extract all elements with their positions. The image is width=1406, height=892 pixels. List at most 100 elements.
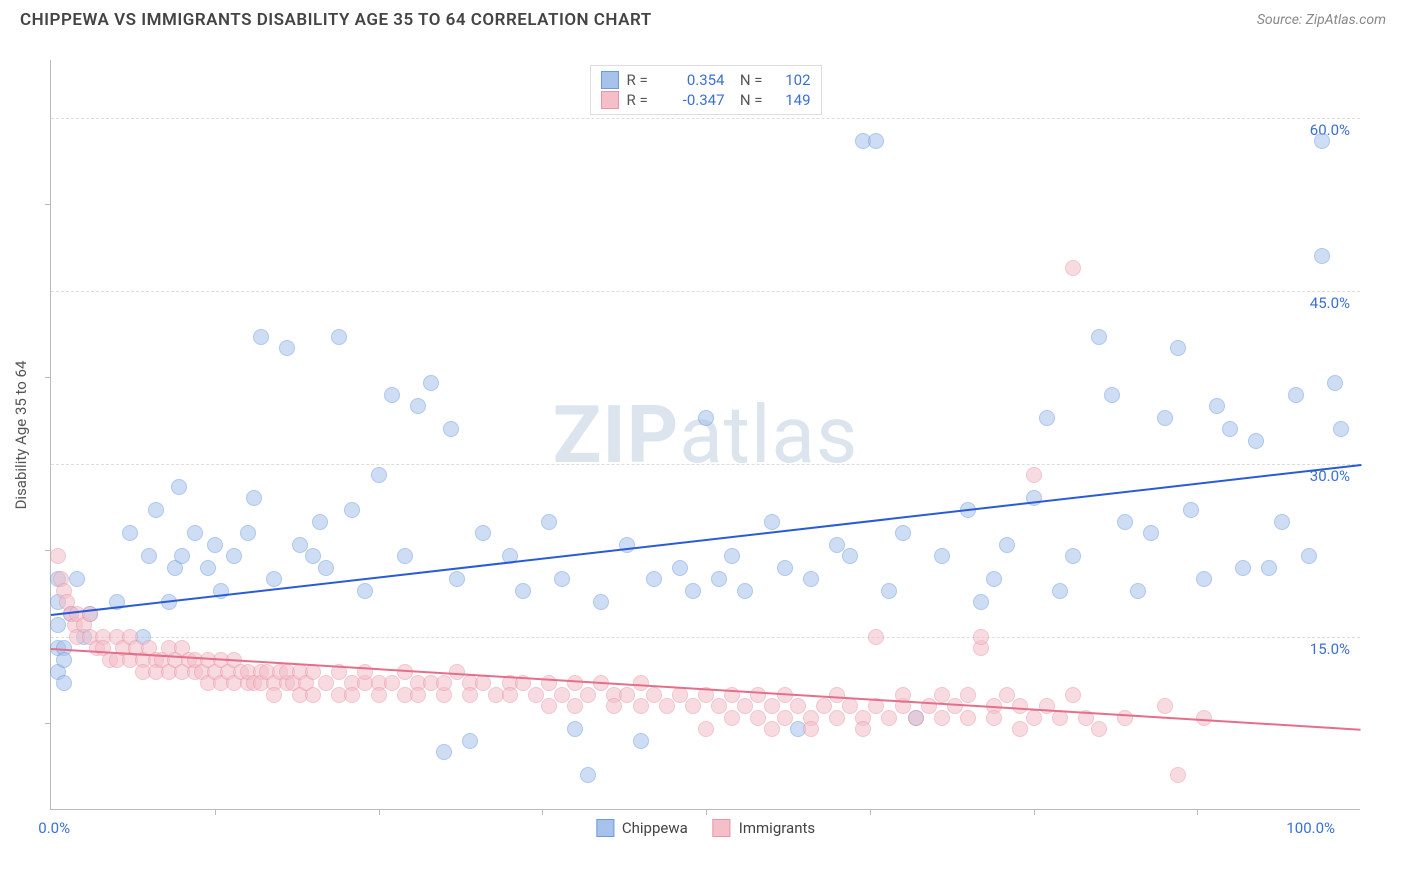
data-point-immigrants (1091, 721, 1107, 737)
data-point-chippewa (1333, 421, 1349, 437)
legend-item-immigrants: Immigrants (713, 819, 815, 837)
data-point-chippewa (685, 583, 701, 599)
data-point-immigrants (1170, 767, 1186, 783)
gridline (51, 637, 1360, 638)
data-point-immigrants (960, 687, 976, 703)
data-point-immigrants (1012, 721, 1028, 737)
data-point-chippewa (777, 560, 793, 576)
data-point-immigrants (371, 687, 387, 703)
x-axis-max-label: 100.0% (1286, 819, 1335, 837)
data-point-chippewa (279, 340, 295, 356)
data-point-chippewa (462, 733, 478, 749)
legend-label-immigrants: Immigrants (739, 819, 815, 837)
data-point-chippewa (305, 548, 321, 564)
data-point-chippewa (554, 571, 570, 587)
data-point-immigrants (829, 710, 845, 726)
data-point-immigrants (646, 687, 662, 703)
r-value-immigrants: -0.347 (665, 91, 725, 109)
data-point-chippewa (737, 583, 753, 599)
data-point-chippewa (881, 583, 897, 599)
y-tick-mark (45, 723, 51, 724)
legend-label-chippewa: Chippewa (622, 819, 688, 837)
watermark: ZIPatlas (553, 388, 858, 482)
data-point-immigrants (1012, 698, 1028, 714)
source-prefix: Source: (1257, 12, 1306, 28)
data-point-chippewa (56, 675, 72, 691)
data-point-immigrants (764, 698, 780, 714)
data-point-chippewa (1170, 340, 1186, 356)
correlation-stats-box: R = 0.354 N = 102 R = -0.347 N = 149 (590, 65, 822, 115)
data-point-immigrants (711, 698, 727, 714)
data-point-chippewa (1235, 560, 1251, 576)
y-tick-label: 45.0% (1310, 294, 1350, 312)
data-point-immigrants (606, 698, 622, 714)
data-point-chippewa (1039, 410, 1055, 426)
data-point-chippewa (357, 583, 373, 599)
data-point-chippewa (1248, 433, 1264, 449)
data-point-immigrants (803, 721, 819, 737)
data-point-chippewa (69, 571, 85, 587)
data-point-chippewa (384, 387, 400, 403)
stats-row-immigrants: R = -0.347 N = 149 (601, 90, 811, 110)
x-tick-mark (379, 809, 380, 815)
data-point-immigrants (1026, 467, 1042, 483)
data-point-chippewa (141, 548, 157, 564)
data-point-immigrants (462, 687, 478, 703)
data-point-immigrants (659, 698, 675, 714)
data-point-chippewa (580, 767, 596, 783)
data-point-chippewa (443, 421, 459, 437)
data-point-chippewa (1222, 421, 1238, 437)
data-point-chippewa (999, 537, 1015, 553)
data-point-chippewa (410, 398, 426, 414)
data-point-chippewa (986, 571, 1002, 587)
r-label: R = (627, 91, 657, 109)
legend-swatch-immigrants (713, 819, 731, 837)
data-point-immigrants (921, 698, 937, 714)
gridline (51, 118, 1360, 119)
gridline (51, 464, 1360, 465)
data-point-chippewa (312, 514, 328, 530)
data-point-immigrants (881, 710, 897, 726)
data-point-immigrants (541, 698, 557, 714)
x-tick-mark (706, 809, 707, 815)
data-point-immigrants (633, 698, 649, 714)
data-point-immigrants (737, 698, 753, 714)
data-point-chippewa (226, 548, 242, 564)
data-point-chippewa (207, 537, 223, 553)
x-tick-mark (215, 809, 216, 815)
data-point-immigrants (1157, 698, 1173, 714)
data-point-chippewa (50, 617, 66, 633)
data-point-chippewa (515, 583, 531, 599)
data-point-chippewa (246, 490, 262, 506)
data-point-immigrants (999, 687, 1015, 703)
data-point-immigrants (816, 698, 832, 714)
data-point-chippewa (593, 594, 609, 610)
n-value-immigrants: 149 (771, 91, 811, 109)
data-point-chippewa (1130, 583, 1146, 599)
data-point-chippewa (1183, 502, 1199, 518)
data-point-immigrants (855, 721, 871, 737)
data-point-chippewa (1052, 583, 1068, 599)
data-point-chippewa (1196, 571, 1212, 587)
data-point-immigrants (947, 698, 963, 714)
gridline (51, 291, 1360, 292)
data-point-chippewa (868, 133, 884, 149)
data-point-chippewa (266, 571, 282, 587)
data-point-immigrants (986, 710, 1002, 726)
stats-swatch-immigrants (601, 91, 619, 109)
data-point-immigrants (344, 687, 360, 703)
data-point-immigrants (384, 675, 400, 691)
watermark-bold: ZIP (553, 388, 680, 482)
y-axis-title: Disability Age 35 to 64 (12, 360, 30, 509)
data-point-immigrants (580, 687, 596, 703)
stats-row-chippewa: R = 0.354 N = 102 (601, 70, 811, 90)
data-point-immigrants (305, 687, 321, 703)
source-link[interactable]: ZipAtlas.com (1306, 12, 1386, 28)
data-point-chippewa (1065, 548, 1081, 564)
data-point-immigrants (1065, 260, 1081, 276)
data-point-chippewa (1091, 329, 1107, 345)
data-point-chippewa (1143, 525, 1159, 541)
chart-title: CHIPPEWA VS IMMIGRANTS DISABILITY AGE 35… (20, 10, 652, 30)
data-point-immigrants (567, 698, 583, 714)
data-point-immigrants (1065, 687, 1081, 703)
